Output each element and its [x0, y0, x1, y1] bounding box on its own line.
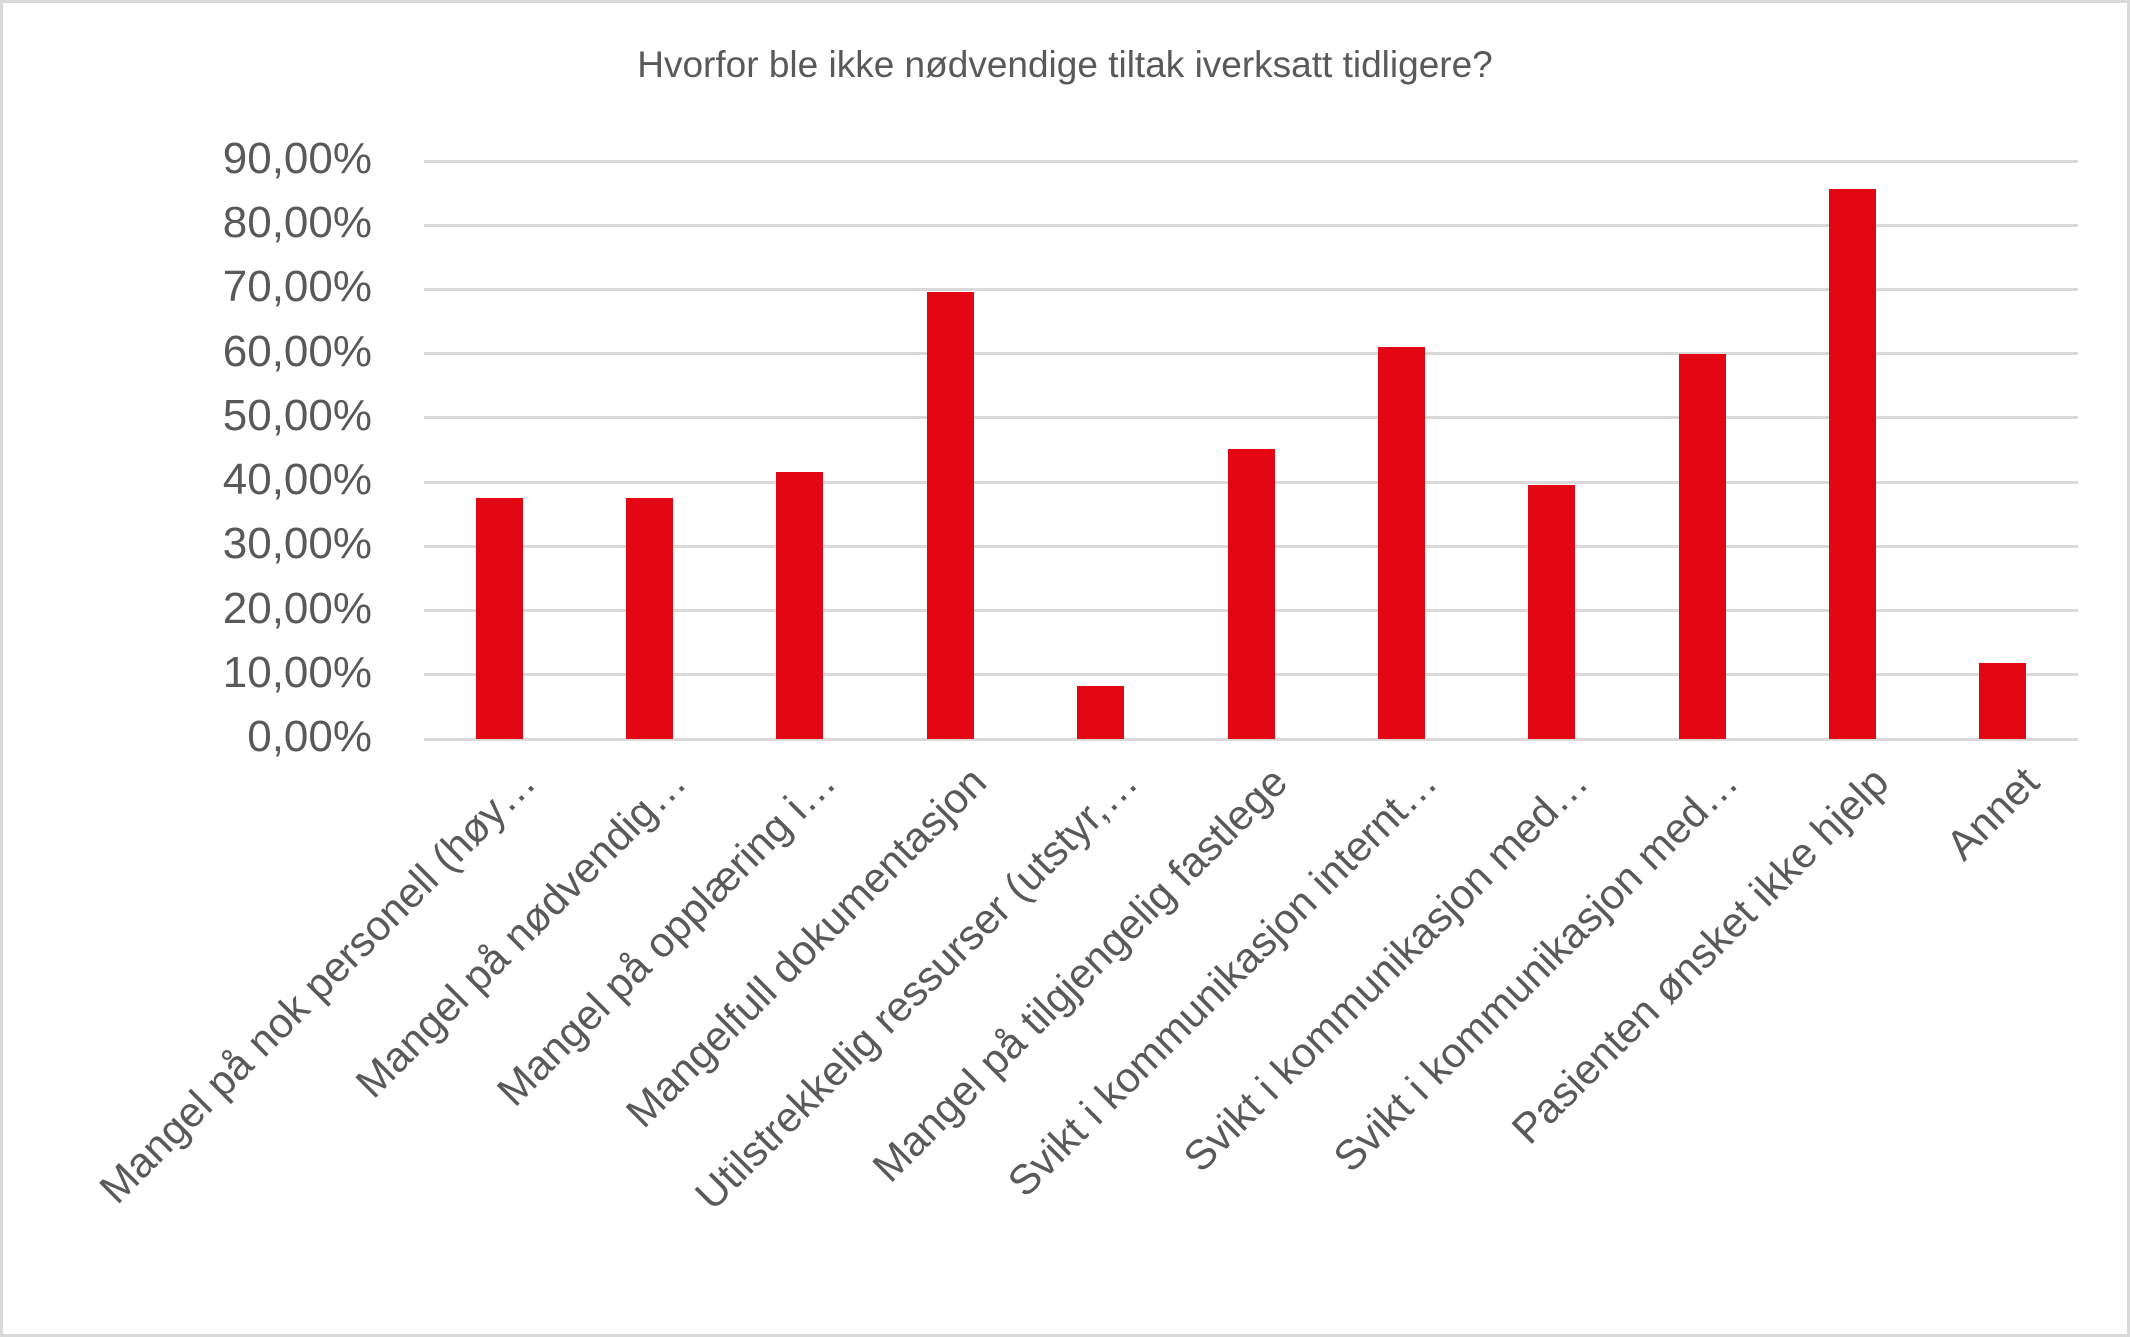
bar[interactable]	[475, 497, 523, 739]
bar[interactable]	[1227, 449, 1275, 739]
bar[interactable]	[1678, 353, 1726, 739]
y-tick-label: 40,00%	[222, 455, 372, 505]
bar[interactable]	[1377, 347, 1425, 739]
y-tick-label: 60,00%	[222, 326, 372, 376]
gridline	[424, 159, 2078, 163]
bar[interactable]	[776, 472, 824, 739]
y-tick-label: 10,00%	[222, 647, 372, 697]
gridline	[424, 737, 2078, 741]
bar[interactable]	[626, 497, 674, 739]
gridline	[424, 287, 2078, 291]
bar[interactable]	[1077, 685, 1125, 739]
plot-area	[424, 159, 2078, 741]
gridline	[424, 352, 2078, 356]
y-tick-label: 80,00%	[222, 198, 372, 248]
y-tick-label: 50,00%	[222, 390, 372, 440]
y-tick-label: 30,00%	[222, 519, 372, 569]
bar[interactable]	[926, 292, 974, 739]
gridline	[424, 416, 2078, 420]
gridline	[424, 223, 2078, 227]
y-tick-label: 70,00%	[222, 262, 372, 312]
bar[interactable]	[1979, 662, 2027, 739]
chart-title: Hvorfor ble ikke nødvendige tiltak iverk…	[637, 44, 1493, 85]
bar[interactable]	[1528, 484, 1576, 739]
bar[interactable]	[1828, 188, 1876, 739]
y-tick-label: 0,00%	[247, 712, 372, 761]
y-tick-label: 20,00%	[222, 583, 372, 633]
y-tick-label: 90,00%	[222, 134, 372, 183]
